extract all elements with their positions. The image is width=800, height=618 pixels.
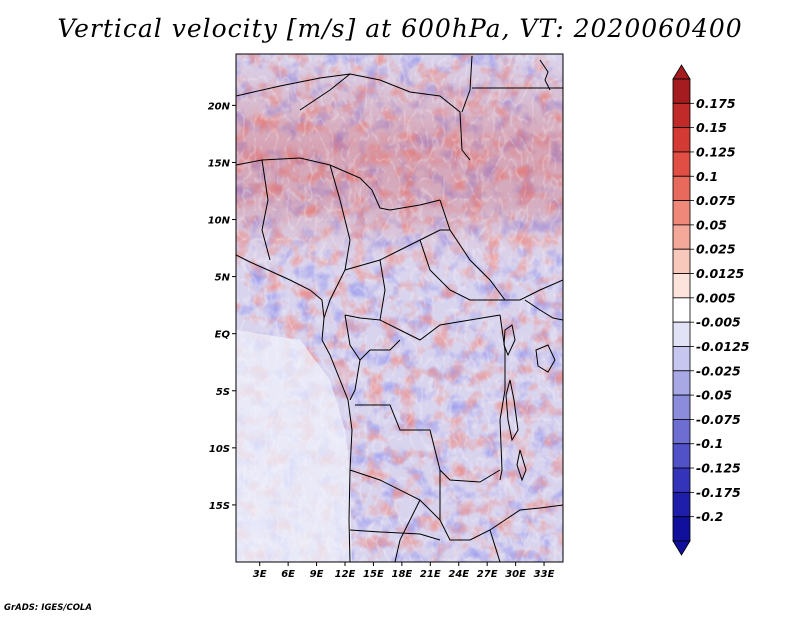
lon-tick-label: 9E — [310, 569, 324, 580]
lon-tick-label: 24E — [448, 569, 469, 580]
colorbar-segment — [672, 248, 691, 274]
latitude-axis: 20N 15N 10N 5N EQ 5S 10S 15S — [208, 101, 236, 512]
colorbar-bottom-arrow — [672, 540, 691, 556]
colorbar-label: -0.1 — [696, 436, 723, 451]
colorbar-label: 0.025 — [696, 242, 736, 257]
colorbar-segment — [672, 127, 691, 153]
colorbar-segment — [672, 273, 691, 299]
lon-tick-label: 18E — [391, 569, 412, 580]
colorbar-segment — [672, 321, 691, 347]
colorbar-label: 0.005 — [696, 290, 736, 305]
colorbar-label: -0.125 — [696, 461, 741, 476]
colorbar-segment — [672, 370, 691, 396]
colorbar-segment — [672, 297, 691, 323]
colorbar-label: -0.005 — [696, 315, 741, 330]
lon-tick-label: 6E — [281, 569, 295, 580]
lon-tick-label: 3E — [253, 569, 267, 580]
lat-tick-label: 20N — [208, 101, 231, 112]
colorbar: 0.175 0.15 0.125 0.1 0.075 0.05 0.025 0.0125 0.0… — [672, 64, 750, 556]
colorbar-label: 0.075 — [696, 193, 736, 208]
colorbar-label: 0.1 — [696, 169, 718, 184]
colorbar-label: 0.05 — [696, 217, 727, 232]
lat-tick-label: 15N — [208, 158, 231, 169]
chart-title: Vertical velocity [m/s] at 600hPa, VT: 2… — [57, 14, 743, 43]
lat-tick-label: 5N — [215, 273, 231, 284]
colorbar-segment — [672, 78, 691, 104]
colorbar-segment — [672, 467, 691, 493]
velocity-field — [236, 54, 563, 562]
lon-tick-label: 12E — [335, 569, 356, 580]
colorbar-label: -0.075 — [696, 412, 741, 427]
colorbar-segment — [672, 516, 691, 542]
colorbar-label: 0.15 — [696, 120, 727, 135]
lat-tick-label: 10S — [209, 444, 230, 455]
lon-tick-label: 27E — [477, 569, 498, 580]
colorbar-segment — [672, 102, 691, 129]
lon-tick-label: 30E — [505, 569, 526, 580]
lat-tick-label: EQ — [215, 330, 231, 341]
colorbar-segment — [672, 491, 691, 518]
colorbar-segment — [672, 419, 691, 445]
colorbar-segment — [672, 200, 691, 226]
colorbar-label: -0.175 — [696, 485, 741, 500]
colorbar-segment — [672, 346, 691, 372]
colorbar-segment — [672, 151, 691, 177]
lon-tick-label: 21E — [420, 569, 441, 580]
colorbar-label: -0.05 — [696, 388, 732, 403]
lat-tick-label: 5S — [216, 387, 230, 398]
colorbar-segment — [672, 443, 691, 469]
lon-tick-label: 33E — [534, 569, 555, 580]
colorbar-label: 0.125 — [696, 144, 736, 159]
country-borders — [236, 55, 563, 562]
lon-tick-label: 15E — [363, 569, 384, 580]
colorbar-label: -0.2 — [696, 509, 723, 524]
map-frame — [235, 53, 564, 563]
longitude-axis: 3E 6E 9E 12E 15E 18E 21E 24E 27E 30E 33E — [253, 562, 555, 580]
footer-credit: GrADS: IGES/COLA — [4, 603, 92, 613]
colorbar-label: 0.175 — [696, 96, 736, 111]
colorbar-segment — [672, 224, 691, 250]
lat-tick-label: 15S — [209, 501, 230, 512]
colorbar-label: -0.0125 — [696, 339, 750, 354]
lat-tick-label: 10N — [208, 216, 231, 227]
colorbar-segment — [672, 394, 691, 420]
colorbar-label: 0.0125 — [696, 266, 745, 281]
colorbar-segment — [672, 175, 691, 201]
colorbar-top-arrow — [672, 64, 691, 80]
colorbar-label: -0.025 — [696, 363, 741, 378]
